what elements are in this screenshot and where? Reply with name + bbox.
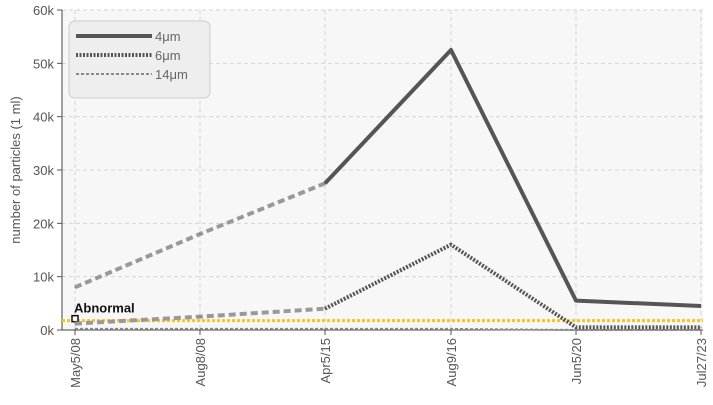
series-1-point [74,286,76,288]
series-2-point [74,323,76,325]
y-axis: 0k 10k 20k 30k 40k 50k 60k [33,3,63,338]
x-axis: May5/08 Aug8/08 Apr5/15 Aug9/16 Jun5/20 Jul27… [62,329,709,388]
legend-label-2: 6μm [155,48,181,63]
series-3-point [700,329,702,331]
x-tick-label: Jul27/23 [694,338,709,387]
y-tick-label: 20k [33,216,54,231]
series-1-point [450,49,452,51]
series-3-point [74,328,76,330]
threshold-marker [71,314,79,323]
x-tick-label: Jun5/20 [569,338,584,384]
series-1-point [575,300,577,302]
y-tick-label: 50k [33,56,54,71]
threshold-label: Abnormal [74,301,135,316]
series-2-point [575,326,577,328]
y-tick-label: 40k [33,110,54,125]
series-3-point [324,328,326,330]
y-tick-label: 0k [40,323,54,338]
y-axis-label: number of particles (1 ml) [8,96,23,243]
series-3-point [450,328,452,330]
series-3-point [575,329,577,331]
y-tick-label: 60k [33,3,54,18]
y-tick-label: 10k [33,270,54,285]
series-2-point [450,244,452,246]
y-tick-label: 30k [33,163,54,178]
series-lines [74,48,702,331]
series-2-point [199,316,201,318]
series-2-point [700,326,702,328]
legend-box [68,20,211,99]
legend-label-1: 4μm [155,29,181,44]
series-1-point [324,182,326,184]
legend[interactable]: 4μm 6μm 14μm [68,20,211,99]
series-2-line [324,242,701,330]
series-1-point [700,305,702,307]
x-tick-label: Aug9/16 [444,338,459,386]
grid [62,9,703,330]
x-tick-label: May5/08 [68,338,83,388]
series-2-point [324,308,326,310]
series-1-line [323,48,702,308]
x-tick-label: Apr5/15 [318,338,333,384]
series-3-line [75,327,701,331]
series-3-point [199,328,201,330]
x-tick-label: Aug8/08 [193,338,208,386]
legend-label-3: 14μm [155,67,188,82]
series-1-point [199,233,201,235]
